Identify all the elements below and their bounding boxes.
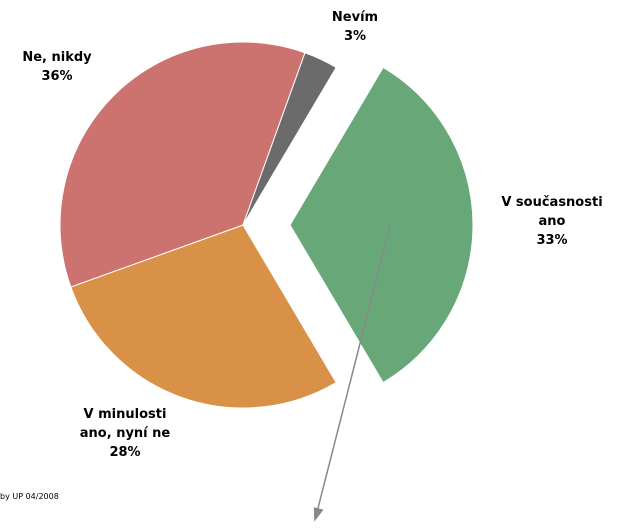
category-label: V minulosti ano, nyní ne xyxy=(79,407,171,441)
arrow-head xyxy=(313,507,324,522)
value-label: 33% xyxy=(536,233,568,248)
category-label: Nevím xyxy=(331,10,379,25)
category-label: Ne, nikdy xyxy=(22,50,92,65)
pie-slice xyxy=(289,66,474,384)
slice-label: V současnosti ano 33% xyxy=(490,193,614,250)
pie-slice xyxy=(59,41,306,288)
slice-label: Nevím 3% xyxy=(315,8,395,46)
value-label: 28% xyxy=(109,445,141,460)
value-label: 36% xyxy=(41,69,73,84)
slice-label: Ne, nikdy 36% xyxy=(7,48,107,86)
footnote: by UP 04/2008 xyxy=(0,492,59,501)
arrow xyxy=(315,225,391,517)
value-label: 3% xyxy=(343,29,367,44)
pie-slice xyxy=(242,52,337,226)
slice-label: V minulosti ano, nyní ne 28% xyxy=(69,405,181,462)
category-label: V současnosti ano xyxy=(501,195,603,229)
pie-slice xyxy=(70,224,337,409)
